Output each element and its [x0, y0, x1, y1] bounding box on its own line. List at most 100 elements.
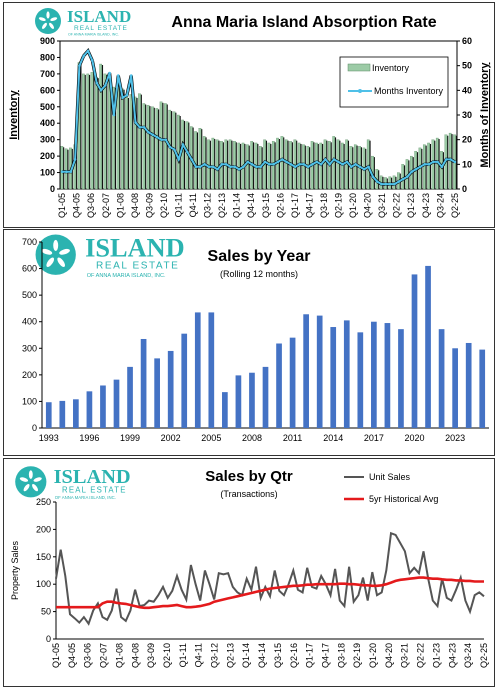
year-bar — [86, 391, 93, 428]
year-bar — [479, 349, 486, 428]
x-tick-label: Q1-14 — [232, 193, 242, 218]
x-tick-label: 2020 — [404, 433, 424, 443]
x-tick-label: Q3-18 — [336, 643, 346, 668]
sales-by-year-panel: ISLAND REAL ESTATE OF ANNA MARIA ISLAND, I… — [3, 229, 495, 456]
months-point — [134, 121, 137, 124]
inventory-bar — [64, 148, 68, 190]
inventory-bar — [246, 144, 249, 190]
inventory-bar — [211, 137, 215, 190]
x-tick-label: Q4-20 — [384, 643, 394, 668]
year-bar — [154, 358, 160, 428]
inventory-bar — [198, 128, 202, 190]
months-point — [198, 165, 202, 169]
brand-tagline: REAL ESTATE — [74, 25, 128, 32]
x-tick-label: Q3-21 — [377, 193, 387, 218]
months-point — [69, 170, 73, 174]
x-tick-label: Q3-21 — [400, 643, 410, 668]
inventory-bar — [159, 101, 163, 190]
y2-axis-label: Months of Inventory — [479, 62, 491, 168]
months-point — [121, 96, 124, 100]
months-point — [185, 150, 189, 154]
x-tick-label: Q2-10 — [159, 193, 169, 218]
x-tick-label: Q1-20 — [348, 193, 358, 218]
inventory-bar — [155, 108, 159, 190]
months-point — [203, 163, 206, 166]
y-tick-label: 700 — [22, 237, 37, 247]
inventory-bar — [164, 103, 167, 190]
year-bar — [371, 321, 377, 428]
inventory-bar — [107, 80, 111, 190]
months-point — [289, 163, 293, 166]
inventory-bar — [323, 139, 327, 190]
y-tick-label: 800 — [40, 52, 55, 62]
sand-dollar-petal — [53, 239, 59, 251]
chart-title: Anna Maria Island Absorption Rate — [171, 14, 436, 31]
x-tick-label: Q3-24 — [435, 193, 445, 218]
sand-dollar-petal — [23, 483, 30, 492]
months-point — [86, 49, 90, 53]
inventory-bar — [237, 142, 241, 190]
months-point — [285, 160, 288, 164]
x-tick-label: Q2-22 — [416, 643, 426, 668]
inventory-bar — [366, 139, 370, 190]
year-bar — [303, 314, 309, 428]
x-tick-label: Q4-23 — [421, 193, 431, 218]
months-point — [177, 158, 180, 161]
legend-label-months: Months Inventory — [374, 86, 444, 96]
months-point — [371, 175, 375, 178]
x-tick-label: Q1-14 — [241, 643, 251, 668]
months-point — [73, 158, 77, 161]
sand-dollar-petal — [28, 470, 33, 479]
sand-dollar-petal — [32, 483, 39, 492]
x-tick-label: 1996 — [79, 433, 99, 443]
inventory-bar — [138, 93, 141, 190]
y-tick-label: 300 — [22, 343, 37, 353]
x-tick-label: 2011 — [283, 433, 302, 443]
inventory-bar — [103, 73, 107, 190]
months-point — [116, 74, 120, 77]
x-tick-label: 2017 — [364, 433, 384, 443]
x-tick-label: Q4-11 — [188, 193, 198, 217]
y-tick-label: 100 — [40, 168, 55, 178]
y-tick-label: 600 — [22, 264, 37, 274]
months-point — [229, 165, 232, 169]
x-tick-label: Q1-23 — [406, 193, 416, 218]
y-tick-label: 0 — [46, 634, 51, 644]
y-tick-label: 700 — [40, 69, 55, 79]
x-tick-label: Q4-17 — [304, 193, 314, 218]
x-tick-label: Q3-15 — [261, 193, 271, 218]
months-point — [151, 133, 155, 137]
y-tick-label: 600 — [40, 85, 55, 95]
year-bar — [127, 366, 133, 428]
x-tick-label: Q2-25 — [450, 193, 460, 218]
sand-dollar-petal — [41, 22, 47, 29]
months-point — [349, 165, 353, 169]
sand-dollar-petal — [41, 248, 53, 255]
months-point — [431, 160, 435, 164]
chart-subtitle: (Rolling 12 months) — [220, 269, 298, 279]
x-tick-label: Q4-08 — [130, 193, 140, 218]
y-tick-label: 400 — [40, 118, 55, 128]
x-tick-label: Q2-07 — [99, 643, 109, 668]
x-tick-label: Q1-17 — [305, 643, 315, 668]
x-tick-label: Q1-11 — [178, 643, 188, 667]
months-point — [410, 170, 413, 174]
months-point — [453, 160, 457, 164]
months-point — [293, 165, 297, 169]
year-bar — [140, 338, 147, 428]
months-point — [164, 138, 168, 141]
year-bar — [330, 327, 337, 428]
year-bar — [343, 320, 350, 428]
year-bar — [262, 366, 269, 428]
inventory-bar — [336, 139, 340, 190]
x-tick-label: 2005 — [201, 433, 221, 443]
x-tick-label: Q2-16 — [289, 643, 299, 668]
months-point — [65, 170, 68, 174]
x-tick-label: Q2-25 — [479, 643, 489, 668]
inventory-bar — [280, 136, 284, 190]
months-point — [384, 182, 388, 186]
inventory-bar — [151, 106, 154, 190]
